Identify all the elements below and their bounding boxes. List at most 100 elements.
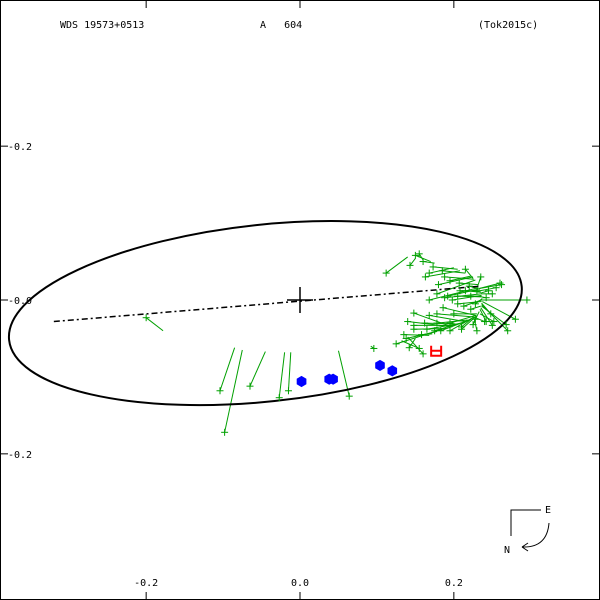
residual-line	[480, 307, 493, 326]
visual-measure-point	[448, 296, 456, 304]
visual-measure-point	[471, 315, 479, 323]
residual-line	[429, 287, 479, 301]
residual-line	[479, 313, 495, 322]
north-label: N	[504, 545, 510, 556]
visual-measure-point	[410, 309, 418, 317]
residual-line	[409, 258, 416, 266]
residual-line	[438, 276, 474, 286]
visual-measure-point	[504, 327, 512, 335]
visual-measure-point	[425, 269, 433, 277]
visual-measure-point	[425, 296, 433, 304]
residual-line	[278, 352, 286, 398]
visual-measure-point	[405, 344, 413, 352]
visual-measure-point	[487, 310, 495, 318]
visual-measure-point	[460, 302, 468, 310]
visual-measure-point	[423, 325, 431, 333]
visual-measure-point	[433, 319, 441, 327]
residual-line	[449, 314, 477, 324]
visual-measure-point	[441, 273, 449, 281]
visual-measure-point	[275, 394, 283, 402]
visual-measure-point	[421, 273, 429, 281]
visual-measure-point	[438, 267, 446, 275]
visual-measure-point	[437, 327, 445, 335]
x-tick-label: 0.2	[445, 578, 463, 589]
residual-line	[457, 301, 482, 305]
pair-label: A 604	[260, 20, 302, 31]
y-tick-label: -0.2	[8, 142, 32, 153]
residual-line	[403, 334, 430, 336]
measurement-markers	[142, 250, 531, 436]
visual-measure-point	[431, 327, 439, 335]
residual-line	[429, 314, 465, 323]
residual-line	[418, 253, 424, 261]
visual-measure-point	[481, 318, 489, 326]
visual-measure-point	[484, 287, 492, 295]
visual-measure-point	[402, 334, 410, 342]
visual-measure-point	[455, 279, 463, 287]
visual-measure-point	[469, 321, 477, 329]
visual-measure-point	[421, 319, 429, 327]
visual-measure-point	[216, 387, 224, 395]
visual-measure-point	[511, 315, 519, 323]
residual-line	[475, 298, 483, 305]
speckle-measure-point	[296, 375, 307, 388]
visual-measure-point	[221, 428, 229, 436]
visual-measure-point	[461, 265, 469, 273]
visual-measure-point	[492, 284, 500, 292]
visual-measure-point	[425, 311, 433, 319]
residual-line	[401, 340, 420, 349]
visual-measure-point	[465, 282, 473, 290]
visual-measure-point	[415, 344, 423, 352]
highlight-measure-point	[430, 345, 443, 357]
residual-line	[479, 282, 501, 289]
residual-line	[481, 302, 492, 315]
visual-measure-point	[441, 294, 449, 302]
visual-measure-point	[415, 250, 423, 258]
visual-measure-point	[246, 382, 254, 390]
visual-measure-point	[488, 290, 496, 298]
residual-line	[433, 266, 458, 270]
residual-line	[337, 350, 350, 397]
visual-measure-point	[473, 327, 481, 335]
residual-line	[481, 304, 509, 332]
visual-measure-point	[496, 279, 504, 287]
visual-measure-point	[498, 281, 506, 289]
residual-line	[436, 279, 476, 295]
visual-measure-point	[444, 292, 452, 300]
visual-measure-point	[482, 294, 490, 302]
visual-measure-point	[400, 331, 408, 339]
visual-measure-point	[410, 325, 418, 333]
visual-measure-point	[458, 325, 466, 333]
residual-line	[442, 307, 476, 316]
orbit-layer	[7, 220, 523, 407]
visual-measure-point	[439, 304, 447, 312]
visual-measure-point	[490, 318, 498, 326]
y-tick-label: -0.2	[8, 450, 32, 461]
visual-measure-point	[284, 387, 292, 395]
visual-measure-point	[370, 344, 378, 352]
speckle-measure-point	[387, 365, 398, 377]
residual-line	[385, 256, 408, 274]
x-tick-label: -0.2	[134, 578, 158, 589]
residual-line	[145, 317, 164, 332]
residual-line	[224, 349, 243, 433]
compass-axes	[510, 509, 541, 536]
visual-measure-point	[429, 263, 437, 271]
visual-measure-point	[382, 269, 390, 277]
speckle-measure-point	[375, 359, 385, 371]
residual-line	[436, 313, 474, 318]
visual-measure-point	[433, 310, 441, 318]
x-tick-label: 0.0	[291, 578, 309, 589]
residual-line	[469, 285, 481, 290]
reference-label: (Tok2015c)	[478, 20, 538, 31]
visual-measure-point	[477, 273, 485, 281]
y-tick-label: -0.0	[8, 296, 32, 307]
visual-measure-point	[523, 296, 531, 304]
visual-measure-point	[467, 292, 475, 300]
rotation-arrow-icon	[521, 542, 529, 552]
speckle-measure-point	[328, 373, 338, 385]
visual-measure-point	[392, 340, 400, 348]
orientation-compass: E N	[504, 505, 551, 556]
